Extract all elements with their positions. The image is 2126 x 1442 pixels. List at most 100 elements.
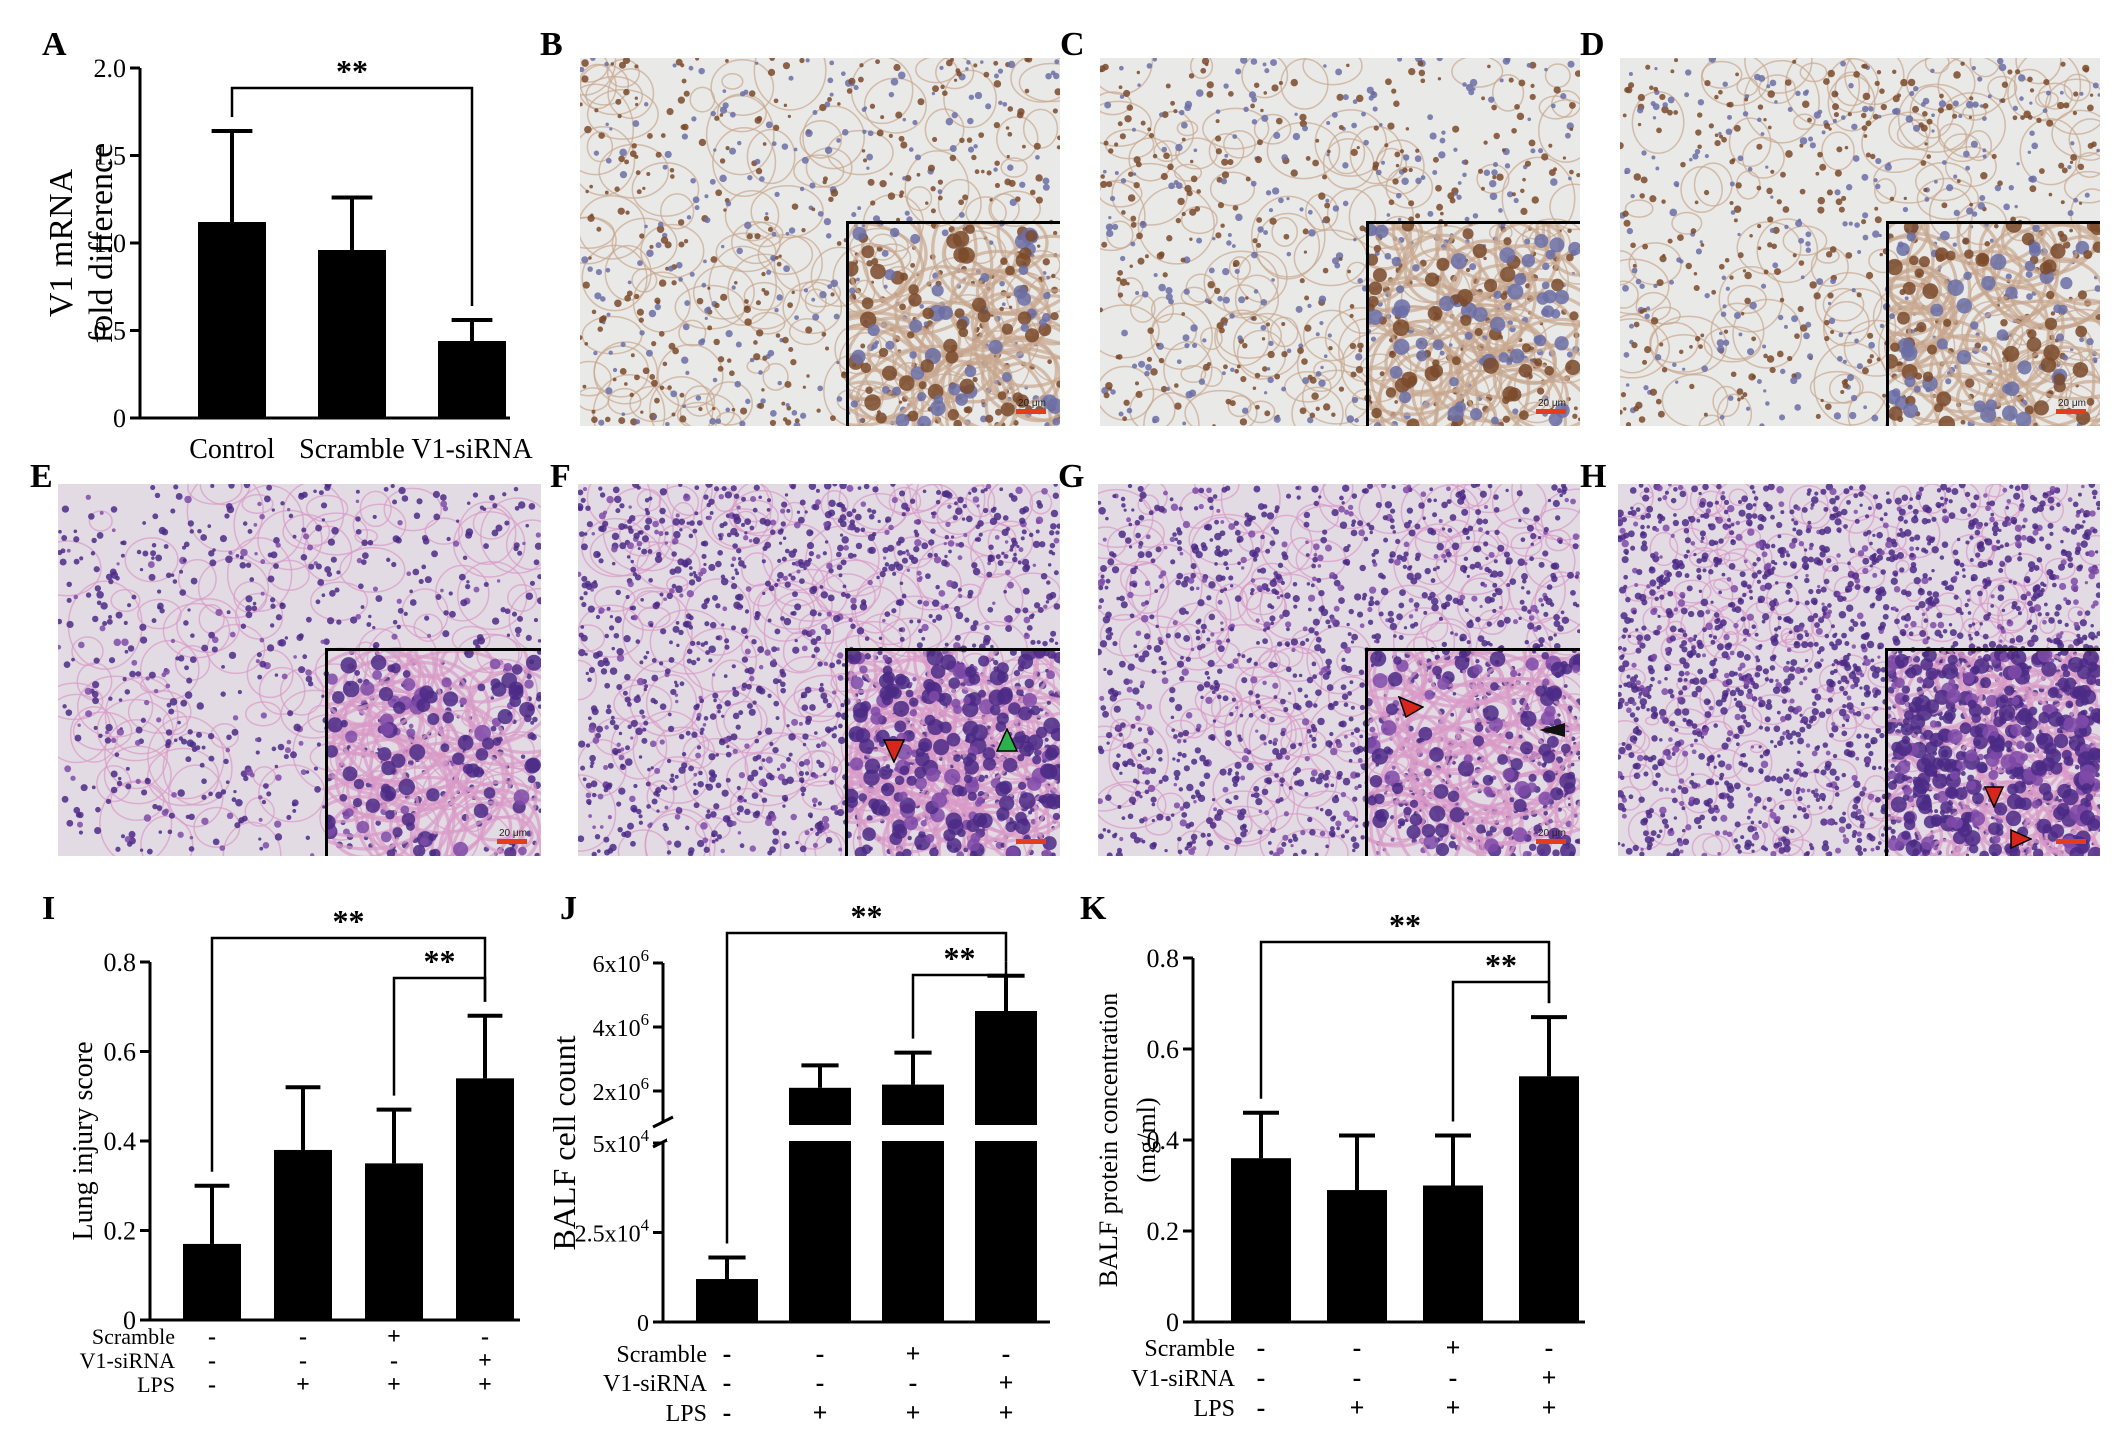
scale-bar: [2056, 409, 2086, 414]
y-tick-label: 1.5: [94, 142, 127, 171]
scale-bar: [1536, 409, 1566, 414]
y-axis-label: BALF cell count: [546, 1035, 582, 1250]
micrograph-h: [1618, 484, 2100, 856]
y-tick-label: 0: [113, 404, 126, 433]
y-tick-label: 2.5x104: [575, 1216, 650, 1248]
chart-i: 0 0.2 0.4 0.6 0.8 ** ** Lung injury score Scramb…: [68, 903, 520, 1398]
arrowhead-red: [2010, 829, 2032, 849]
tissue-texture: [1368, 223, 1580, 426]
y-tick-label: 0.6: [104, 1038, 137, 1067]
y-tick-label: 5x104: [593, 1126, 650, 1158]
panel-label-c: C: [1060, 26, 1085, 63]
micrograph-d: 20 μm: [1620, 58, 2100, 426]
micrograph-c-inset-tissue: [1368, 223, 1580, 426]
y-axis-label: Lung injury score: [68, 1041, 99, 1240]
scale-bar: [2056, 839, 2086, 844]
arrowhead-red: [1984, 786, 2004, 808]
condition-symbol: +: [387, 1324, 401, 1350]
y-tick-label: 0.2: [1147, 1217, 1180, 1246]
condition-symbol: +: [1542, 1363, 1557, 1392]
micrograph-b-inset: [845, 220, 1060, 426]
arrowhead-green: [996, 728, 1018, 752]
y-tick-label: 0.5: [94, 317, 127, 346]
micrograph-c-inset: [1365, 220, 1580, 426]
significance-bracket: [725, 931, 1008, 1244]
scale-bar-label: 20 μm: [2058, 398, 2086, 409]
condition-symbol: +: [906, 1339, 921, 1368]
scale-bar: [1536, 839, 1566, 844]
tissue-texture: [58, 484, 541, 856]
y-tick-label: 0.8: [104, 948, 137, 977]
condition-row-label: Scramble: [1144, 1336, 1235, 1362]
bar: [1327, 1190, 1387, 1322]
condition-symbol: -: [723, 1339, 732, 1368]
condition-symbol: -: [1545, 1333, 1554, 1362]
significance-bracket: [1259, 940, 1551, 1099]
micrograph-d-inset: [1885, 220, 2100, 426]
y-tick-label: 0: [123, 1306, 136, 1335]
bar: [274, 1149, 332, 1320]
condition-symbol: -: [1257, 1363, 1266, 1392]
condition-row-label: Scramble: [616, 1342, 707, 1368]
micrograph-b-inset-tissue: [848, 223, 1060, 426]
bar: [1231, 1158, 1291, 1322]
condition-symbol: -: [390, 1348, 398, 1374]
condition-row-label: LPS: [137, 1372, 175, 1397]
y-tick-label: 0.2: [104, 1217, 137, 1246]
condition-symbol: +: [1446, 1333, 1461, 1362]
bar: [318, 250, 386, 418]
condition-symbol: -: [723, 1398, 732, 1427]
bar: [183, 1243, 241, 1320]
bar: [696, 1279, 758, 1322]
chart-a: 0 0.5 1.0 1.5 2.0 ** V1 mRNA fold difference Con…: [43, 53, 533, 465]
y-tick-label: 2.0: [94, 54, 127, 83]
condition-symbol: +: [296, 1372, 310, 1398]
condition-symbol: -: [1353, 1333, 1362, 1362]
bar: [1423, 1185, 1483, 1322]
y-tick-label: 0.8: [1147, 944, 1180, 973]
significance-bracket: [911, 961, 1008, 1039]
condition-symbol: -: [208, 1372, 216, 1398]
condition-symbol: +: [478, 1348, 492, 1374]
condition-symbol: -: [816, 1339, 825, 1368]
significance-label: **: [424, 943, 456, 979]
micrograph-g-inset: [1364, 648, 1580, 856]
axis-break-gap: [667, 1125, 1054, 1141]
condition-row-label: V1-siRNA: [603, 1371, 708, 1397]
condition-symbol: -: [1257, 1393, 1266, 1422]
micrograph-f-inset: [844, 648, 1060, 856]
bar: [1519, 1076, 1579, 1322]
scale-bar-label: 20 μm: [1538, 398, 1566, 409]
x-category-label: Control: [189, 434, 275, 465]
condition-symbol: -: [1353, 1363, 1362, 1392]
scale-bar: [1016, 839, 1046, 844]
condition-symbol: -: [723, 1368, 732, 1397]
micrograph-b: 20 μm: [580, 58, 1060, 426]
tissue-texture: [1888, 223, 2100, 426]
bar: [456, 1078, 514, 1320]
x-category-label: Scramble: [299, 434, 405, 465]
micrograph-e: 20 μm: [58, 484, 541, 856]
scale-bar-label: 20 μm: [499, 828, 527, 839]
arrowhead-red: [1398, 696, 1424, 718]
condition-symbol: +: [478, 1372, 492, 1398]
micrograph-h-inset: [1884, 648, 2100, 856]
bar: [882, 1084, 944, 1322]
tissue-texture: [848, 223, 1060, 426]
scale-bar: [497, 839, 527, 844]
condition-row-label: V1-siRNA: [1131, 1366, 1236, 1392]
condition-symbol: +: [1542, 1393, 1557, 1422]
bar: [975, 1011, 1037, 1322]
arrowhead-red: [883, 739, 905, 763]
micrograph-d-inset-tissue: [1888, 223, 2100, 426]
condition-symbol: -: [816, 1368, 825, 1397]
tissue-texture: [1367, 651, 1580, 856]
y-axis-label: BALF protein concentration: [1094, 993, 1123, 1288]
significance-label: **: [851, 898, 883, 934]
condition-symbol: -: [1449, 1363, 1458, 1392]
y-axis-label: fold difference: [83, 143, 120, 343]
significance-bracket: [210, 936, 487, 1172]
significance-bracket: [392, 976, 487, 1096]
y-tick-label: 4x106: [593, 1010, 649, 1042]
panel-label-j: J: [560, 890, 577, 927]
